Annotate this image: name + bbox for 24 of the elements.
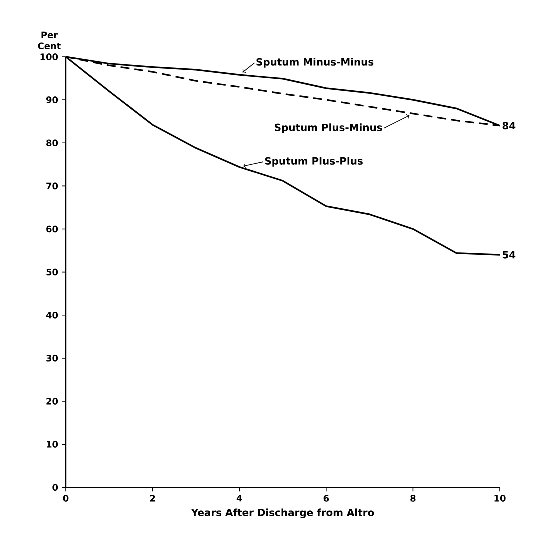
- x-tick-label: 2: [150, 495, 156, 502]
- annotation: 54: [502, 251, 516, 259]
- legend-label: Sputum Plus-Plus: [265, 157, 363, 167]
- x-axis-title: Years After Discharge from Altro: [191, 508, 374, 518]
- y-tick-label: 60: [46, 226, 58, 233]
- y-tick-label: 50: [46, 268, 58, 276]
- y-tick-label: 90: [46, 96, 58, 104]
- x-tick-label: 8: [410, 495, 416, 502]
- y-tick-label: 10: [47, 441, 58, 448]
- legend-label: Sputum Minus-Minus: [256, 58, 374, 68]
- y-tick-label: 40: [46, 312, 58, 319]
- y-axis-title: Per Cent: [38, 32, 61, 50]
- y-tick-label: 100: [40, 54, 58, 60]
- y-tick-label: 80: [46, 140, 58, 147]
- y-tick-label: 20: [46, 398, 58, 405]
- x-tick-label: 10: [494, 495, 506, 502]
- annotation: 84: [502, 122, 516, 130]
- x-tick-label: 6: [324, 495, 330, 502]
- x-tick-label: 0: [63, 495, 69, 502]
- y-tick-label: 0: [52, 484, 58, 491]
- series-label: Sputum Plus-Minus: [275, 124, 382, 134]
- x-tick-label: 4: [236, 495, 242, 502]
- y-tick-label: 30: [46, 355, 58, 362]
- y-tick-label: 70: [46, 182, 58, 190]
